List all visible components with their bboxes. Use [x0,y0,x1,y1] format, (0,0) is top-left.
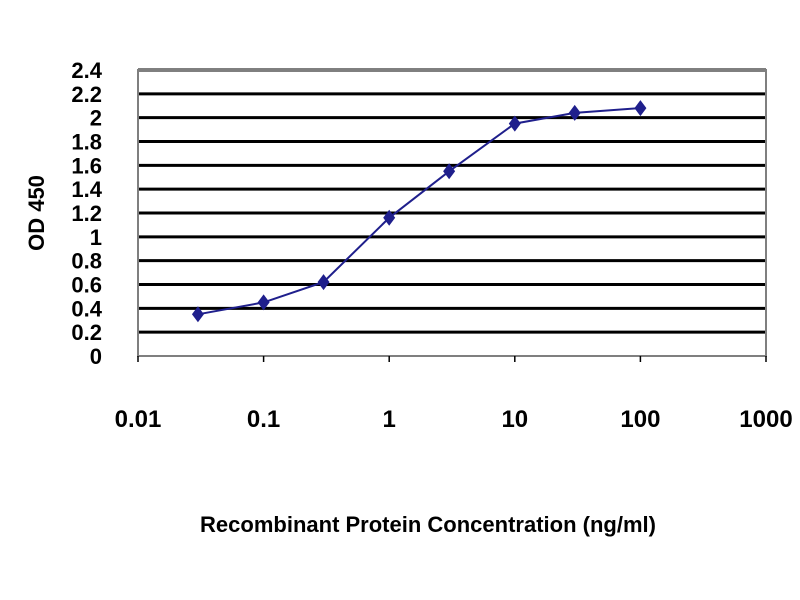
x-tick-label: 1000 [739,406,792,433]
x-axis-title: Recombinant Protein Concentration (ng/ml… [200,512,656,537]
plot-frame [137,69,767,357]
y-tick-label: 1.8 [71,130,102,155]
y-tick-label: 0.6 [71,273,102,298]
y-tick-label: 2 [90,106,102,131]
x-tick-label: 0.1 [247,406,280,433]
data-point [191,306,204,323]
data-point [443,163,456,180]
y-tick-label: 1.2 [71,201,102,226]
data-point [383,209,396,226]
data-point [257,294,270,311]
data-point [508,115,521,132]
y-tick-label: 0.2 [71,320,102,345]
x-tick-label: 1 [383,406,396,433]
x-tick-label: 0.01 [115,406,162,433]
y-tick-label: 2.2 [71,82,102,107]
y-tick-label: 1.6 [71,153,102,178]
data-point [568,104,581,121]
y-tick-label: 1.4 [71,177,102,202]
x-axis-ticks: 0.01 0.1 1 10 100 1000 [115,356,793,433]
y-tick-label: 0.8 [71,249,102,274]
y-tick-label: 0.4 [71,296,102,321]
data-point [317,274,330,291]
series-line [197,107,641,316]
x-tick-label: 10 [501,406,528,433]
y-axis-title: OD 450 [24,175,49,251]
data-point [634,100,647,117]
series-layer [191,100,647,323]
x-tick-label: 100 [620,406,660,433]
y-axis-ticks: 00.20.40.60.811.21.41.61.822.22.4 [71,58,102,369]
y-tick-label: 1 [90,225,102,250]
y-tick-label: 2.4 [71,58,102,83]
y-tick-label: 0 [90,344,102,369]
